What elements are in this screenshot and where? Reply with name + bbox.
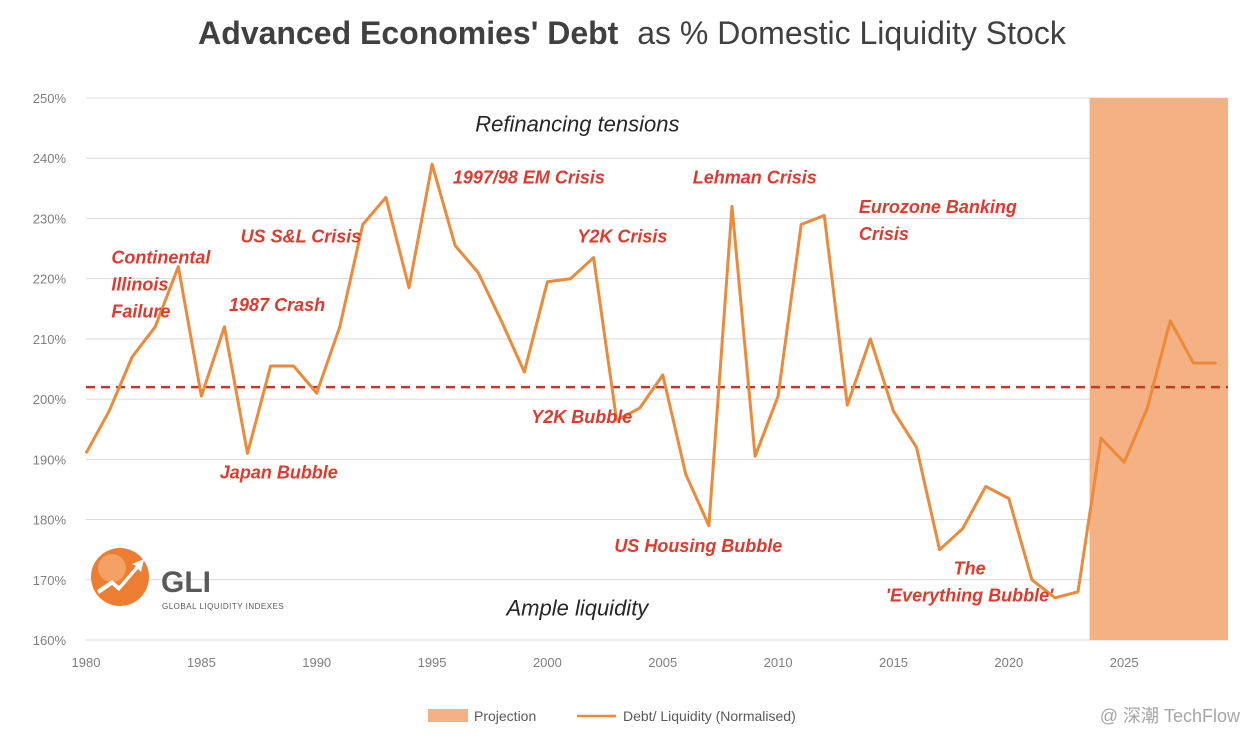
y-tick-label: 250% xyxy=(33,91,67,106)
logo-highlight-icon xyxy=(98,554,126,582)
logo-tagline: GLOBAL LIQUIDITY INDEXES xyxy=(162,602,284,611)
region-label: Refinancing tensions xyxy=(475,112,679,137)
annotations: Continental Illinois Failure US S&L Crisis 1… xyxy=(111,168,1054,606)
series-line xyxy=(84,162,1217,600)
x-tick-label: 2005 xyxy=(648,655,677,670)
annotation-line: 1997/98 EM Crisis xyxy=(453,168,605,188)
y-axis: 160% 170% 180% 190% 200% 210% 220% 230% 240% 250% xyxy=(33,91,67,648)
x-axis: 1980 1985 1990 1995 2000 2005 2010 2015 2020 2025 xyxy=(72,655,1139,670)
legend-label-projection: Projection xyxy=(474,708,536,724)
y-tick-label: 220% xyxy=(33,272,67,287)
annotation-line: Japan Bubble xyxy=(220,463,338,483)
y-tick-label: 230% xyxy=(33,211,67,226)
chart-title: Advanced Economies' Debt as % Domestic L… xyxy=(198,15,1067,51)
annotation-line: Failure xyxy=(111,302,170,322)
annotation-line: US S&L Crisis xyxy=(241,227,362,247)
gli-logo: GLI GLOBAL LIQUIDITY INDEXES xyxy=(91,548,284,611)
y-tick-label: 160% xyxy=(33,633,67,648)
annotation-line: Crisis xyxy=(859,224,909,244)
series-debt-liquidity xyxy=(84,162,1217,600)
x-tick-label: 2010 xyxy=(764,655,793,670)
annotation-line: Illinois xyxy=(111,275,168,295)
annotation-label: US Housing Bubble xyxy=(614,536,782,556)
annotation-label: The 'Everything Bubble' xyxy=(886,558,1054,605)
region-labels: Refinancing tensions Ample liquidity xyxy=(475,112,679,621)
x-tick-label: 1980 xyxy=(72,655,101,670)
logo-arrow-icon xyxy=(97,559,144,594)
chart-title-rest: as % Domestic Liquidity Stock xyxy=(637,15,1067,51)
x-tick-label: 1985 xyxy=(187,655,216,670)
annotation-line: US Housing Bubble xyxy=(614,536,782,556)
annotation-line: Y2K Bubble xyxy=(531,407,632,427)
y-tick-label: 170% xyxy=(33,573,67,588)
annotation-label: Eurozone Banking Crisis xyxy=(859,197,1017,244)
x-tick-label: 2025 xyxy=(1110,655,1139,670)
annotation-line: Continental xyxy=(111,248,211,268)
legend-label-debt-liquidity: Debt/ Liquidity (Normalised) xyxy=(623,708,796,724)
annotation-label: US S&L Crisis xyxy=(241,227,362,247)
x-tick-label: 1995 xyxy=(418,655,447,670)
x-tick-label: 2015 xyxy=(879,655,908,670)
chart-title-bold: Advanced Economies' Debt xyxy=(198,15,619,51)
y-tick-label: 240% xyxy=(33,151,67,166)
annotation-label: Y2K Crisis xyxy=(577,227,667,247)
annotation-line: Lehman Crisis xyxy=(693,168,817,188)
annotation-label: Y2K Bubble xyxy=(531,407,632,427)
x-tick-label: 2000 xyxy=(533,655,562,670)
x-tick-label: 1990 xyxy=(302,655,331,670)
annotation-line: 'Everything Bubble' xyxy=(886,585,1054,605)
legend: Projection Debt/ Liquidity (Normalised) xyxy=(428,708,796,724)
svg-text:Advanced Economies' Debt: Advanced Economies' Debt as % Domestic L… xyxy=(198,15,1067,51)
annotation-label: 1987 Crash xyxy=(229,295,325,315)
annotation-line: The xyxy=(954,558,986,578)
watermark: @ 深潮 TechFlow xyxy=(1100,706,1241,726)
y-tick-label: 180% xyxy=(33,513,67,528)
annotation-label: Continental Illinois Failure xyxy=(111,248,211,322)
x-tick-label: 2020 xyxy=(994,655,1023,670)
annotation-label: Japan Bubble xyxy=(220,463,338,483)
y-tick-label: 200% xyxy=(33,392,67,407)
annotation-line: Y2K Crisis xyxy=(577,227,667,247)
annotation-line: 1987 Crash xyxy=(229,295,325,315)
gridlines xyxy=(86,97,1228,641)
y-tick-label: 210% xyxy=(33,332,67,347)
annotation-label: Lehman Crisis xyxy=(693,168,817,188)
annotation-line: Eurozone Banking xyxy=(859,197,1017,217)
legend-swatch-projection xyxy=(428,709,468,722)
logo-name: GLI xyxy=(161,566,211,599)
annotation-label: 1997/98 EM Crisis xyxy=(453,168,605,188)
y-tick-label: 190% xyxy=(33,452,67,467)
region-label: Ample liquidity xyxy=(504,595,650,620)
